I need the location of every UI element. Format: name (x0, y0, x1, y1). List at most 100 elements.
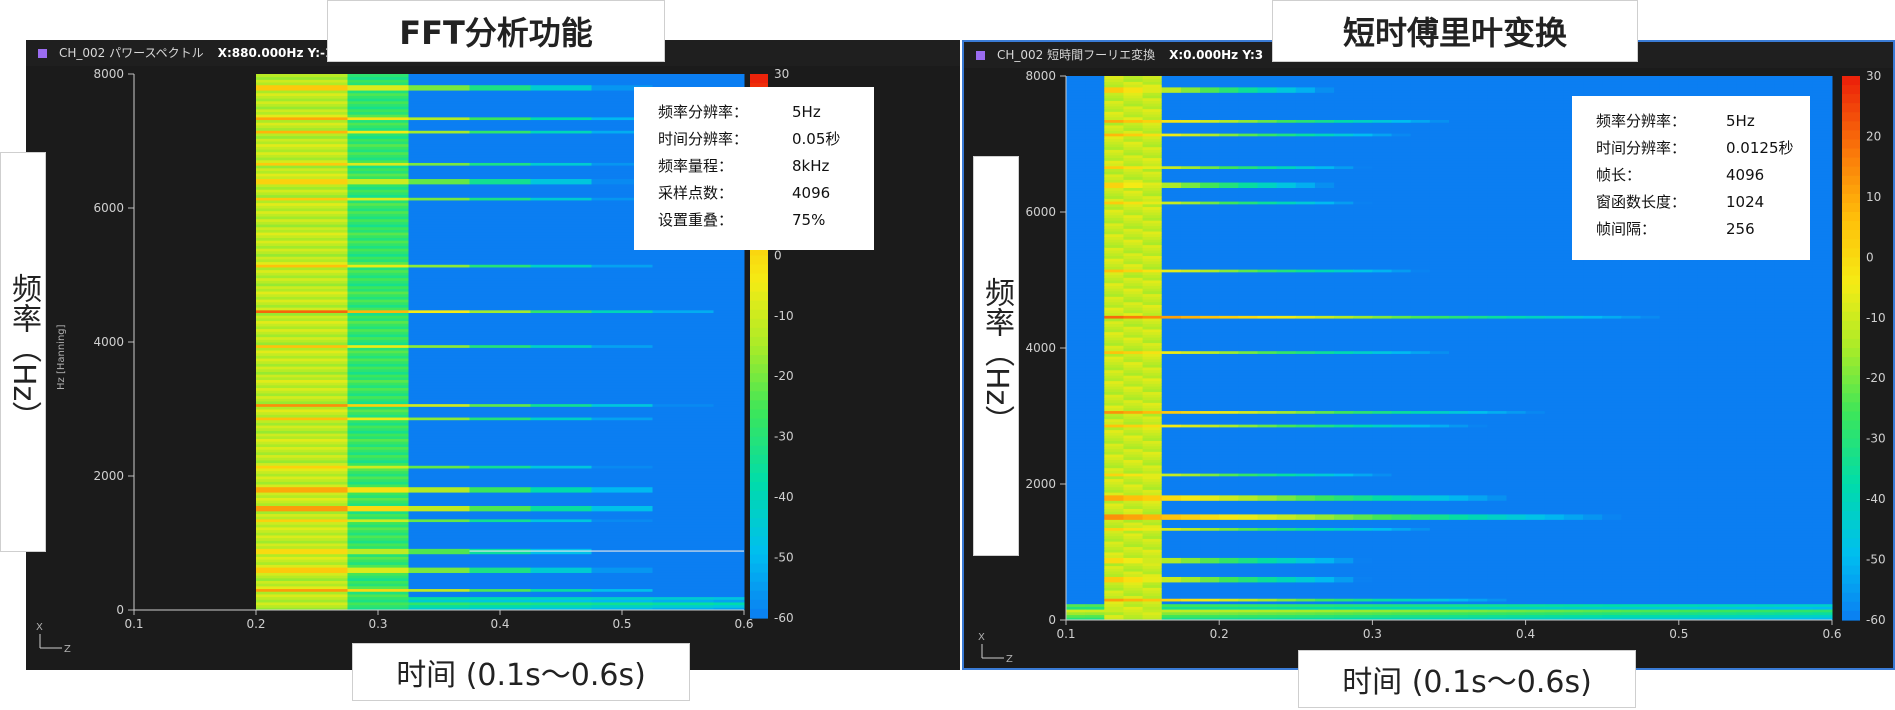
spectrogram-cell (1161, 445, 1182, 450)
spectrogram-cell (1180, 260, 1201, 265)
spectrogram-cell (256, 181, 348, 185)
spectrogram-cell (1066, 546, 1086, 550)
spectrogram-cell (1161, 383, 1182, 387)
spectrogram-cell (1276, 497, 1297, 501)
spectrogram-cell (1142, 337, 1163, 341)
spectrogram-cell (1219, 135, 1239, 140)
spectrogram-cell (1085, 383, 1105, 387)
spectrogram-cell (1276, 546, 1297, 550)
spectrogram-cell (1123, 119, 1144, 123)
spectrogram-cell (1334, 617, 1354, 621)
spectrogram-cell (1104, 611, 1124, 616)
spectrogram-cell (1180, 78, 1201, 82)
spectrogram-cell (1219, 557, 1239, 561)
spectrogram-cell (469, 599, 531, 603)
spectrogram-cell (530, 100, 592, 104)
spectrogram-cell (469, 492, 531, 496)
spectrogram-cell (1295, 157, 1316, 161)
spectrogram-cell (1123, 138, 1144, 142)
spectrogram-cell (1353, 598, 1373, 602)
spectrogram-cell (1104, 432, 1124, 436)
spectrogram-cell (1219, 274, 1239, 278)
spectrogram-cell (1276, 184, 1297, 189)
spectrogram-cell (256, 368, 348, 372)
spectrogram-cell (1334, 345, 1354, 349)
spectrogram-cell (469, 559, 531, 563)
spectrogram-cell (256, 248, 348, 252)
spectrogram-cell (469, 352, 531, 356)
spectrogram-cell (530, 545, 592, 549)
spectrogram-cell (1085, 160, 1105, 164)
spectrogram-cell (1104, 318, 1124, 322)
spectrogram-cell (408, 358, 470, 362)
spectrogram-cell (347, 165, 409, 169)
spectrogram-cell (1295, 464, 1316, 469)
spectrogram-cell (530, 165, 592, 169)
spectrogram-cell (1353, 478, 1373, 482)
spectrogram-cell (652, 591, 714, 595)
spectrogram-cell (1104, 581, 1124, 586)
spectrogram-cell (652, 513, 714, 517)
spectrogram-cell (1085, 375, 1105, 379)
spectrogram-cell (1219, 220, 1239, 224)
spectrogram-cell (1257, 516, 1278, 520)
spectrogram-cell (1161, 440, 1182, 444)
spectrogram-cell (1142, 326, 1163, 330)
spectrogram-cell (530, 494, 592, 498)
spectrogram-cell (1257, 214, 1278, 218)
spectrogram-cell (1066, 250, 1086, 254)
spectrogram-cell (1257, 154, 1278, 159)
spectrogram-cell (1276, 334, 1297, 338)
spectrogram-cell (1353, 173, 1373, 178)
spectrogram-cell (591, 459, 653, 464)
spectrogram-cell (1353, 440, 1373, 444)
spectrogram-cell (591, 454, 653, 458)
spectrogram-cell (1314, 568, 1335, 572)
spectrogram-cell (1219, 252, 1239, 257)
spectrogram-cell (1257, 331, 1278, 335)
spectrogram-cell (347, 342, 409, 346)
spectrogram-cell (1276, 557, 1297, 561)
spectrogram-cell (1104, 565, 1124, 569)
spectrogram-cell (408, 567, 470, 571)
spectrogram-cell (1085, 609, 1105, 613)
spectrogram-cell (1180, 318, 1201, 322)
spectrogram-cell (1104, 505, 1124, 509)
spectrogram-cell (256, 264, 348, 268)
spectrogram-cell (1276, 489, 1297, 493)
spectrogram-cell (1238, 590, 1258, 594)
spectrogram-cell (1257, 350, 1278, 354)
spectrogram-cell (1372, 473, 1393, 477)
colorbar-segment (750, 472, 768, 483)
spectrogram-cell (469, 414, 531, 418)
spectrogram-cell (1295, 497, 1316, 501)
spectrogram-cell (1142, 133, 1163, 137)
spectrogram-cell (1314, 503, 1335, 507)
spectrogram-cell (530, 534, 592, 539)
spectrogram-cell (1200, 309, 1220, 314)
spectrogram-cell (469, 430, 531, 434)
spectrogram-cell (1314, 532, 1335, 537)
spectrogram-cell (1161, 203, 1182, 208)
spectrogram-cell (1257, 489, 1278, 493)
spectrogram-cell (1104, 182, 1124, 186)
spectrogram-cell (1180, 301, 1201, 305)
spectrogram-cell (1334, 443, 1354, 447)
spectrogram-cell (1314, 135, 1335, 140)
spectrogram-cell (1161, 399, 1182, 403)
spectrogram-cell (1238, 163, 1258, 167)
spectrogram-cell (530, 124, 592, 129)
spectrogram-cell (1314, 524, 1335, 529)
spectrogram-cell (469, 489, 531, 493)
spectrogram-cell (591, 435, 653, 439)
spectrogram-cell (408, 79, 470, 83)
spectrogram-cell (1276, 402, 1297, 406)
spectrogram-cell (1276, 138, 1297, 142)
spectrogram-cell (1257, 383, 1278, 387)
spectrogram-cell (713, 591, 745, 595)
spectrogram-cell (1334, 209, 1354, 213)
spectrogram-cell (1104, 288, 1124, 292)
spectrogram-cell (1066, 576, 1086, 580)
spectrogram-cell (713, 291, 745, 295)
